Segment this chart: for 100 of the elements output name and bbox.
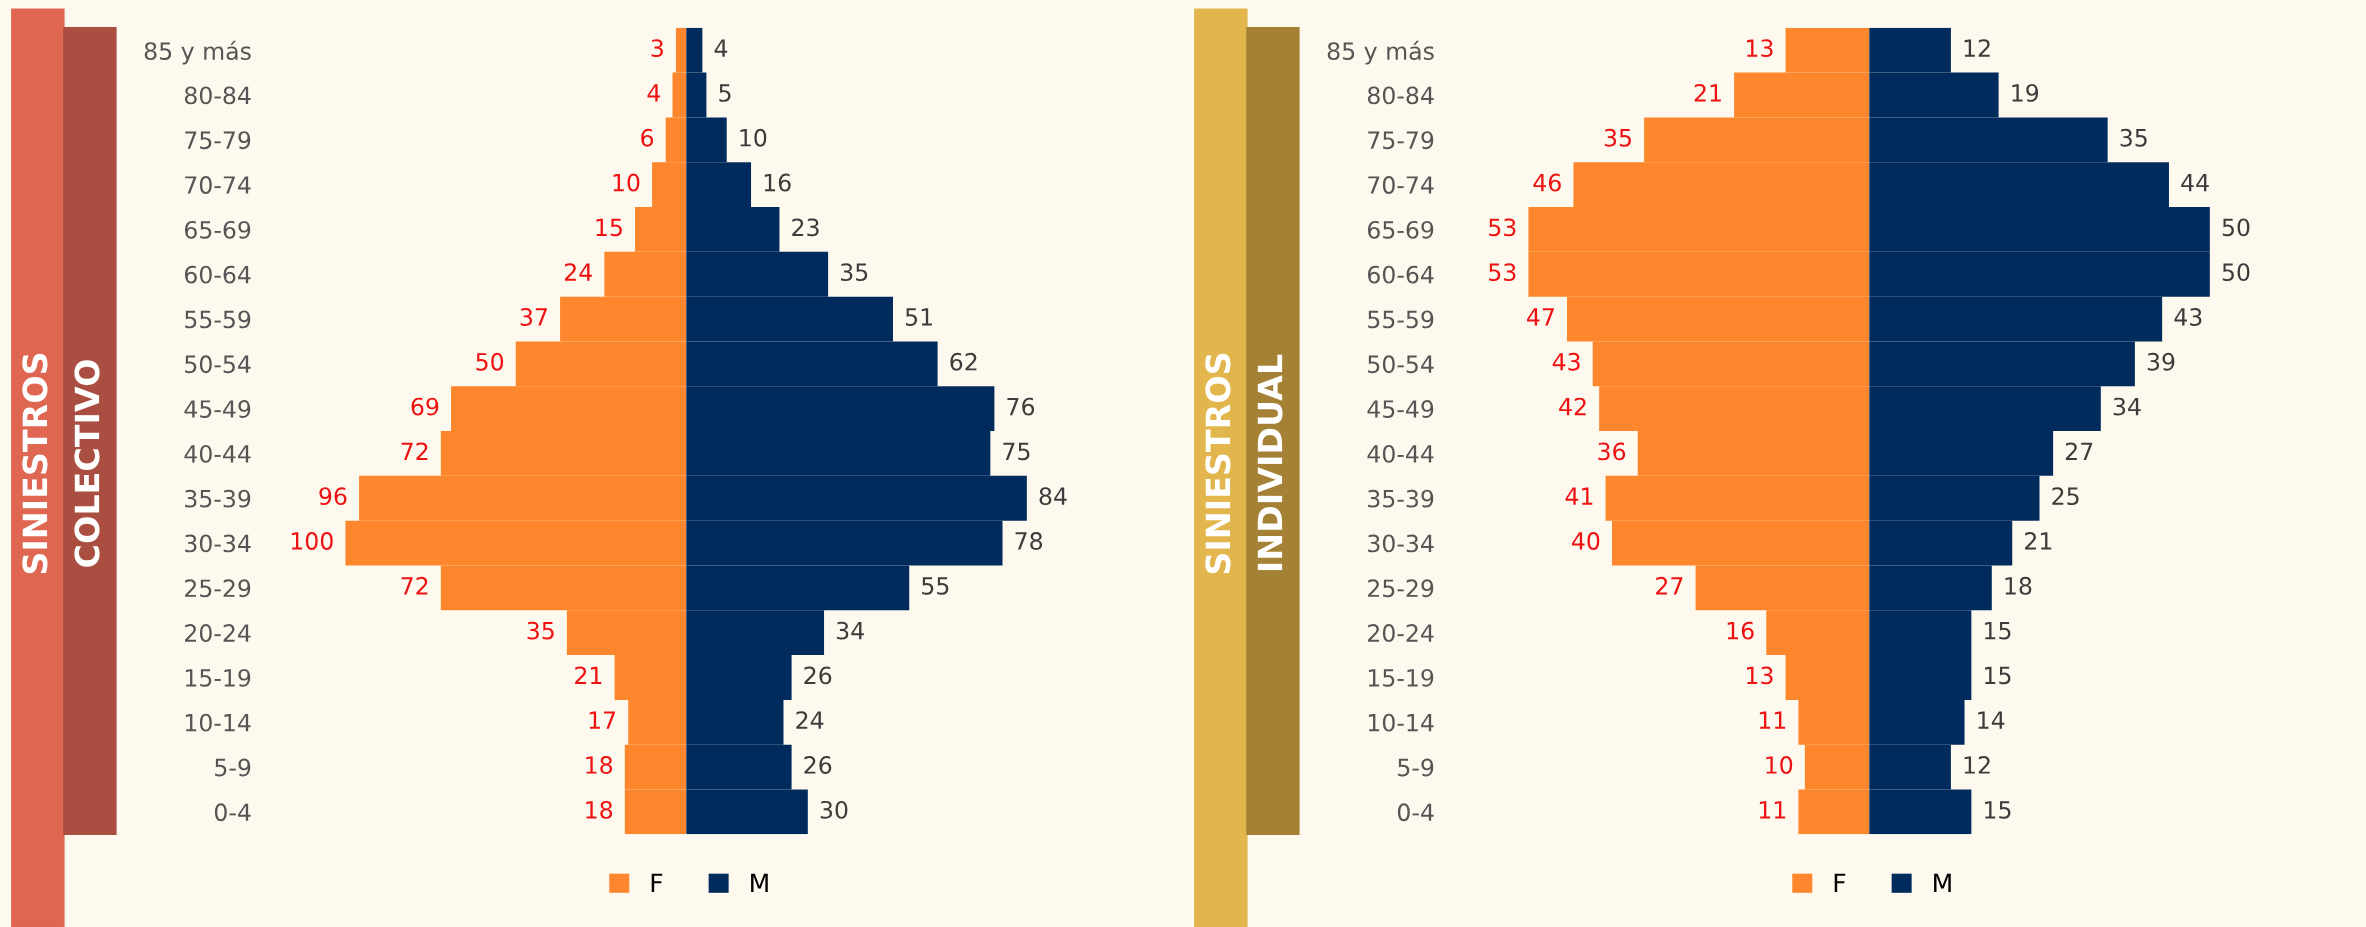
data-label: 69 (411, 397, 439, 416)
data-label: 53 (1489, 218, 1516, 237)
data-label: 72 (401, 442, 428, 460)
y-tick-label: 40-44 (184, 444, 251, 463)
data-label: 25 (2052, 487, 2079, 506)
data-label: 47 (1527, 308, 1554, 326)
y-tick-label: 45-49 (184, 400, 251, 418)
y-tick-label: 85 y más (144, 40, 251, 65)
text: SINIESTROS (22, 353, 48, 574)
data-label: 75 (1003, 442, 1030, 461)
data-label: 96 (319, 487, 347, 506)
data-label: 11 (1759, 711, 1786, 729)
data-label: 42 (1559, 397, 1586, 416)
data-label: 35 (841, 263, 868, 282)
text: SINIESTROS (1205, 353, 1231, 574)
data-label: 46 (1533, 173, 1561, 192)
data-label: 43 (2174, 308, 2202, 326)
y-tick-label: 55-59 (185, 310, 251, 329)
data-label: 100 (291, 532, 333, 550)
y-tick-label: 45-49 (1367, 400, 1434, 418)
y-tick-label: 10-14 (185, 713, 251, 732)
data-label: 78 (1015, 532, 1043, 550)
data-label: 39 (2147, 352, 2175, 371)
data-label: 18 (586, 756, 613, 774)
legend-label: F (651, 873, 663, 892)
data-label: 50 (2222, 218, 2250, 237)
data-label: 14 (1978, 711, 2005, 729)
y-tick-label: 20-24 (1368, 624, 1434, 642)
y-tick-label: 60-64 (1367, 265, 1434, 284)
y-tick-label: 85 y más (1327, 40, 1434, 65)
data-label: 43 (1552, 352, 1580, 371)
data-label: 41 (1565, 487, 1593, 505)
y-tick-label: 80-84 (184, 86, 251, 105)
y-tick-label: 10-14 (1368, 713, 1434, 732)
data-label: 23 (792, 218, 819, 237)
data-label: 53 (1489, 263, 1516, 282)
data-label: 55 (922, 577, 949, 595)
y-tick-label: 25-29 (185, 579, 251, 598)
data-label: 6 (641, 128, 654, 147)
y-tick-label: 75-79 (185, 131, 251, 150)
data-label: 18 (586, 800, 613, 819)
y-tick-label: 35-39 (185, 489, 251, 508)
data-label: 16 (1727, 621, 1754, 640)
y-tick-label: 30-34 (1368, 534, 1434, 553)
data-label: 15 (1985, 621, 2011, 640)
data-label: 27 (2065, 442, 2093, 460)
data-label: 11 (1759, 801, 1786, 819)
legend-label: M (1934, 873, 1951, 892)
legend-label: F (1834, 873, 1846, 892)
data-label: 4 (647, 84, 661, 102)
data-label: 50 (2222, 263, 2250, 282)
legend-label: M (751, 873, 768, 892)
data-label: 62 (950, 352, 977, 371)
y-tick-label: 60-64 (184, 265, 251, 284)
y-tick-label: 15-19 (185, 668, 251, 687)
y-tick-label: 40-44 (1367, 444, 1434, 463)
data-label: 51 (905, 308, 932, 326)
data-label: 17 (589, 711, 616, 729)
y-tick-label: 70-74 (185, 176, 251, 194)
data-label: 34 (836, 621, 864, 640)
data-label: 3 (651, 39, 663, 58)
y-tick-label: 55-59 (1368, 310, 1434, 329)
data-label: 24 (796, 711, 824, 729)
y-tick-label: 50-54 (185, 355, 251, 374)
data-label: 36 (1598, 442, 1626, 461)
data-label: 4 (714, 39, 728, 57)
data-label: 50 (476, 352, 504, 371)
data-label: 34 (2113, 397, 2141, 416)
y-tick-label: 30-34 (185, 534, 251, 553)
data-label: 35 (527, 621, 554, 640)
data-label: 5 (719, 84, 731, 102)
data-label: 13 (1747, 666, 1773, 685)
data-label: 40 (1572, 532, 1600, 550)
data-label: 15 (1985, 801, 2011, 819)
data-label: 76 (1007, 397, 1035, 416)
y-tick-label: 80-84 (1367, 86, 1434, 105)
y-tick-label: 0-4 (214, 803, 251, 822)
data-label: 13 (1747, 39, 1773, 58)
y-tick-label: 5-9 (1398, 758, 1434, 777)
data-label: 26 (804, 666, 832, 685)
text: INDIVIDUAL (1257, 354, 1283, 571)
data-label: 72 (401, 576, 428, 595)
y-tick-label: 5-9 (215, 758, 251, 777)
data-label: 21 (1694, 84, 1721, 102)
data-label: 37 (520, 308, 547, 326)
data-label: 12 (1964, 39, 1990, 57)
data-label: 19 (2012, 84, 2039, 102)
y-tick-label: 65-69 (1367, 220, 1434, 239)
data-label: 24 (564, 263, 592, 281)
data-label: 21 (2025, 532, 2052, 550)
y-tick-label: 50-54 (1368, 355, 1434, 374)
data-label: 27 (1656, 576, 1683, 595)
data-label: 15 (596, 218, 622, 237)
data-label: 16 (764, 173, 791, 192)
y-tick-label: 35-39 (1368, 489, 1434, 508)
y-tick-label: 15-19 (1368, 668, 1434, 687)
data-label: 26 (804, 756, 832, 774)
y-tick-label: 75-79 (1368, 131, 1434, 150)
y-tick-label: 20-24 (185, 624, 251, 642)
data-label: 35 (2120, 128, 2147, 147)
